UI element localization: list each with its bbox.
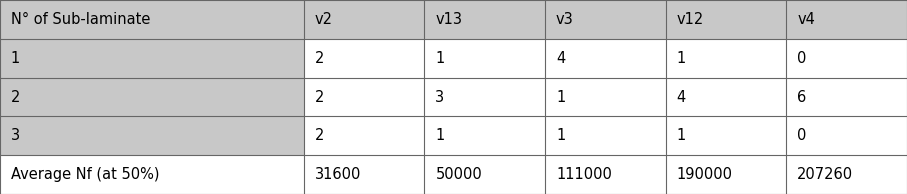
Bar (786, 0, 907, 39)
Text: v12: v12 (677, 12, 704, 27)
Text: v4: v4 (797, 12, 815, 27)
Text: 2: 2 (315, 51, 324, 66)
Bar (786, 78, 907, 116)
Text: 3: 3 (11, 128, 20, 143)
Bar (304, 116, 424, 155)
Text: 6: 6 (797, 89, 806, 105)
Text: 1: 1 (435, 51, 444, 66)
Text: 111000: 111000 (556, 167, 612, 182)
Bar (0, 78, 304, 116)
Bar (0, 0, 304, 39)
Bar (424, 39, 545, 78)
Text: 50000: 50000 (435, 167, 483, 182)
Bar (0, 39, 304, 78)
Bar (545, 39, 666, 78)
Text: 1: 1 (556, 128, 565, 143)
Text: 1: 1 (677, 128, 686, 143)
Text: N° of Sub-laminate: N° of Sub-laminate (11, 12, 151, 27)
Text: 1: 1 (677, 51, 686, 66)
Bar (666, 155, 786, 194)
Text: 1: 1 (435, 128, 444, 143)
Bar (786, 116, 907, 155)
Bar (666, 116, 786, 155)
Bar (545, 78, 666, 116)
Bar (666, 0, 786, 39)
Text: v3: v3 (556, 12, 574, 27)
Text: 207260: 207260 (797, 167, 853, 182)
Bar (786, 155, 907, 194)
Text: 31600: 31600 (315, 167, 361, 182)
Bar (545, 116, 666, 155)
Text: 0: 0 (797, 128, 806, 143)
Text: 1: 1 (556, 89, 565, 105)
Text: 0: 0 (797, 51, 806, 66)
Bar (424, 78, 545, 116)
Text: 2: 2 (315, 128, 324, 143)
Bar (424, 116, 545, 155)
Bar (304, 78, 424, 116)
Bar (545, 155, 666, 194)
Text: 1: 1 (11, 51, 20, 66)
Text: 2: 2 (315, 89, 324, 105)
Text: v13: v13 (435, 12, 463, 27)
Bar (666, 78, 786, 116)
Text: 4: 4 (677, 89, 686, 105)
Bar (304, 0, 424, 39)
Text: 2: 2 (11, 89, 20, 105)
Bar (666, 39, 786, 78)
Text: v2: v2 (315, 12, 333, 27)
Bar (0, 116, 304, 155)
Bar (424, 0, 545, 39)
Text: 3: 3 (435, 89, 444, 105)
Bar (786, 39, 907, 78)
Bar (304, 39, 424, 78)
Text: 4: 4 (556, 51, 565, 66)
Text: 190000: 190000 (677, 167, 733, 182)
Bar (424, 155, 545, 194)
Bar (304, 155, 424, 194)
Bar (0, 155, 304, 194)
Text: Average Nf (at 50%): Average Nf (at 50%) (11, 167, 160, 182)
Bar (545, 0, 666, 39)
